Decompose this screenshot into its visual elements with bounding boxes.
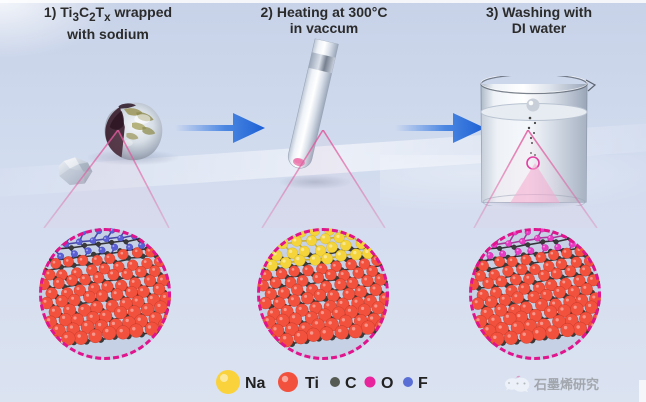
svg-text:石墨烯研究: 石墨烯研究 (533, 377, 599, 392)
svg-text:Na: Na (245, 375, 266, 392)
svg-text:C: C (345, 375, 357, 392)
svg-text:Ti: Ti (305, 375, 319, 392)
svg-text:F: F (418, 375, 428, 392)
svg-text:O: O (381, 375, 393, 392)
